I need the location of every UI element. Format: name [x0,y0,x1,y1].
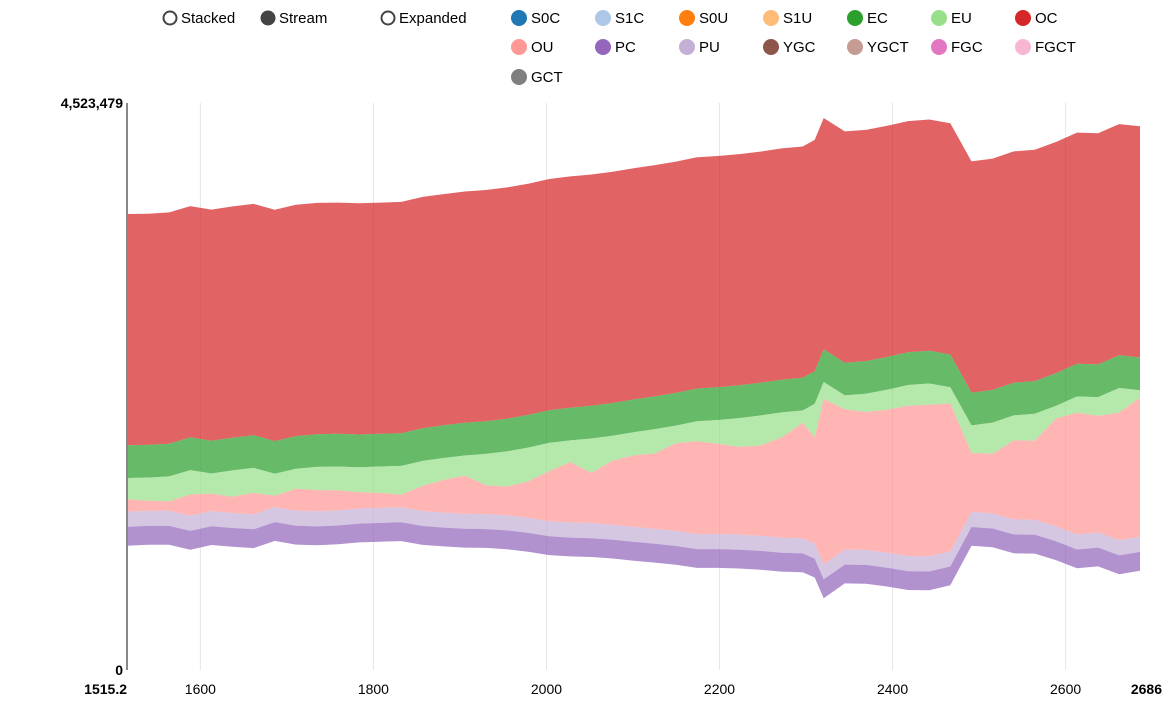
legend-item-s1u[interactable]: S1U [763,10,812,27]
legend-label-fgct: FGCT [1035,39,1076,56]
mode-stream-label: Stream [279,10,327,27]
area-ec[interactable] [127,349,1140,478]
legend-item-pc[interactable]: PC [595,39,636,56]
stream-areas [127,118,1140,599]
area-pu[interactable] [127,507,1140,580]
legend-swatch-s1c [595,10,611,26]
legend-label-ygc: YGC [783,39,816,56]
x-axis: 1600 1800 2000 2200 2400 2600 1515.2 2686 [84,681,1162,697]
legend-swatch-s0u [679,10,695,26]
mode-stream-toggle[interactable]: Stream [260,10,328,27]
legend-swatch-ou [511,39,527,55]
legend-item-fgct[interactable]: FGCT [1015,39,1076,56]
x-tick-label-2200: 2200 [704,681,735,697]
x-tick-label-2600: 2600 [1050,681,1081,697]
legend-swatch-s1u [763,10,779,26]
area-pc[interactable] [127,522,1140,599]
mode-stream-radio[interactable] [260,10,276,26]
legend-item-s1c[interactable]: S1C [595,10,644,27]
legend-item-fgc[interactable]: FGC [931,39,983,56]
area-ou[interactable] [127,397,1140,565]
y-tick-label-0: 0 [115,662,123,678]
legend-swatch-ygc [763,39,779,55]
legend-label-s1u: S1U [783,10,812,27]
x-tick-label-2400: 2400 [877,681,908,697]
legend-swatch-ec [847,10,863,26]
mode-stacked-radio[interactable] [162,10,178,26]
legend-label-eu: EU [951,10,972,27]
legend-item-s0u[interactable]: S0U [679,10,728,27]
legend-swatch-eu [931,10,947,26]
legend-label-gct: GCT [531,69,563,86]
chart-mode-controls: Stacked Stream Expanded [162,10,467,27]
legend-swatch-s0c [511,10,527,26]
legend-item-oc[interactable]: OC [1015,10,1058,27]
legend-swatch-gct [511,69,527,85]
legend-label-s1c: S1C [615,10,644,27]
legend-label-ec: EC [867,10,888,27]
legend-item-ec[interactable]: EC [847,10,888,27]
y-axis: 0 4,523,479 [61,95,124,678]
legend-label-s0c: S0C [531,10,560,27]
legend-item-ygc[interactable]: YGC [763,39,816,56]
legend-swatch-oc [1015,10,1031,26]
legend: S0C S1C S0U S1U EC EU OC OU PC PU YGC YGCT FGC FGCT GC… [511,10,1076,86]
x-end-label: 2686 [1131,681,1162,697]
legend-label-s0u: S0U [699,10,728,27]
mode-expanded-label: Expanded [399,10,467,27]
mode-expanded-radio[interactable] [380,10,396,26]
legend-label-oc: OC [1035,10,1058,27]
legend-swatch-pc [595,39,611,55]
legend-label-pu: PU [699,39,720,56]
area-oc[interactable] [127,118,1140,446]
x-start-label: 1515.2 [84,681,127,697]
x-tick-label-1600: 1600 [185,681,216,697]
legend-swatch-pu [679,39,695,55]
x-tick-label-1800: 1800 [358,681,389,697]
legend-label-pc: PC [615,39,636,56]
legend-swatch-fgc [931,39,947,55]
area-eu[interactable] [127,382,1140,502]
legend-item-ou[interactable]: OU [511,39,554,56]
legend-label-ygct: YGCT [867,39,909,56]
legend-item-gct[interactable]: GCT [511,69,563,86]
mode-expanded-toggle[interactable]: Expanded [380,10,467,27]
mode-stacked-toggle[interactable]: Stacked [162,10,236,27]
legend-swatch-fgct [1015,39,1031,55]
x-tick-label-2000: 2000 [531,681,562,697]
y-tick-label-1: 4,523,479 [61,95,123,111]
legend-item-pu[interactable]: PU [679,39,720,56]
legend-swatch-ygct [847,39,863,55]
legend-item-ygct[interactable]: YGCT [847,39,909,56]
legend-label-fgc: FGC [951,39,983,56]
mode-stacked-label: Stacked [181,10,235,27]
legend-item-eu[interactable]: EU [931,10,972,27]
legend-item-s0c[interactable]: S0C [511,10,560,27]
legend-label-ou: OU [531,39,554,56]
